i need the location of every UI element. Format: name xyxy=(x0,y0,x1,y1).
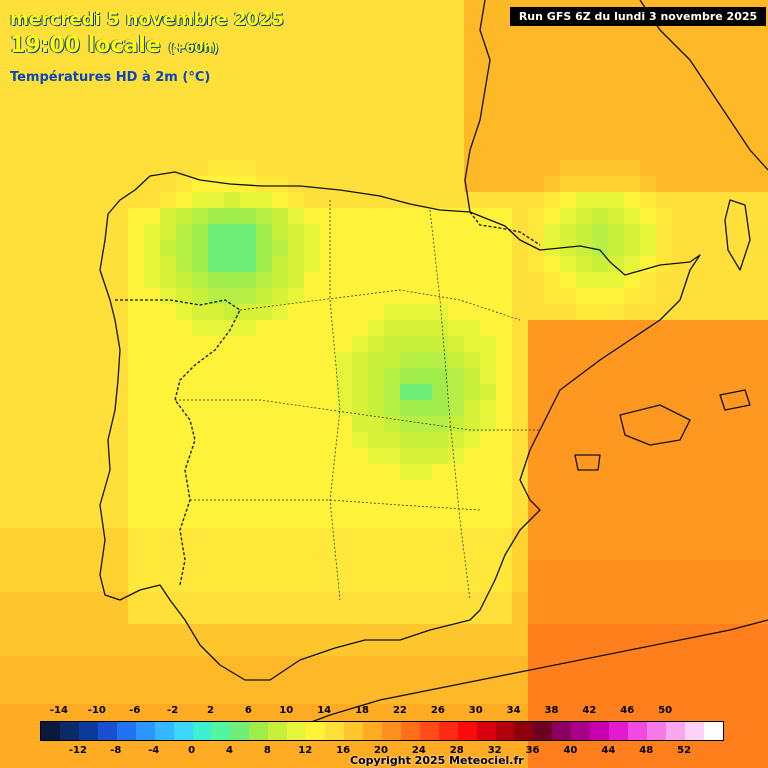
balearic-ibiza xyxy=(574,454,601,471)
legend-label-bottom: 28 xyxy=(449,745,464,756)
legend-label-top: 26 xyxy=(430,705,445,716)
legend-swatch xyxy=(438,722,458,740)
legend-swatch xyxy=(173,722,193,740)
legend-swatch xyxy=(457,722,477,740)
legend-swatch xyxy=(135,722,155,740)
legend-label-top: -6 xyxy=(129,705,141,716)
legend-label-top: -2 xyxy=(167,705,179,716)
legend-swatch xyxy=(381,722,401,740)
legend-label-top: 18 xyxy=(355,705,370,716)
legend-label-top: -10 xyxy=(87,705,106,716)
legend-label-bottom: 12 xyxy=(298,745,313,756)
legend-label-top: 14 xyxy=(317,705,332,716)
legend-swatch xyxy=(41,722,60,740)
legend-swatch xyxy=(325,722,344,740)
balearic-menorca xyxy=(719,389,751,411)
legend-swatch xyxy=(344,722,363,740)
legend-swatch xyxy=(287,722,307,740)
legend-swatch xyxy=(647,722,666,740)
legend-swatch xyxy=(230,722,250,740)
north-africa-coast xyxy=(289,619,768,731)
italy-coast xyxy=(639,0,768,171)
legend-swatch xyxy=(514,722,534,740)
legend-label-top: 2 xyxy=(207,705,214,716)
balearic-mallorca xyxy=(619,404,691,446)
legend-swatch xyxy=(192,722,212,740)
legend-label-bottom: 4 xyxy=(225,745,233,756)
legend-swatch xyxy=(495,722,515,740)
legend-swatch xyxy=(665,722,685,740)
legend-label-top: -14 xyxy=(49,705,68,716)
legend-swatch xyxy=(684,722,704,740)
regional-borders xyxy=(175,200,540,601)
legend-label-top: 46 xyxy=(620,705,635,716)
legend-label-top: 22 xyxy=(392,705,407,716)
run-info: Run GFS 6Z du lundi 3 novembre 2025 xyxy=(510,7,766,26)
legend-swatch xyxy=(362,722,382,740)
forecast-offset: (+60h) xyxy=(168,41,219,56)
legend-label-bottom: 24 xyxy=(411,745,426,756)
legend-label-top: 42 xyxy=(582,705,597,716)
legend-swatch xyxy=(703,722,723,740)
corsica xyxy=(724,199,751,271)
legend-swatch xyxy=(306,722,326,740)
legend-label-bottom: -8 xyxy=(110,745,122,756)
legend-swatch xyxy=(249,722,269,740)
legend-label-bottom: -12 xyxy=(68,745,87,756)
variable-label: Températures HD à 2m (°C) xyxy=(10,70,211,85)
iberian-coastline xyxy=(99,171,701,681)
legend-swatch xyxy=(97,722,117,740)
legend-label-top: 6 xyxy=(244,705,252,716)
france-coast xyxy=(464,0,491,213)
legend-swatch xyxy=(590,722,610,740)
legend-swatch xyxy=(552,722,572,740)
legend-label-top: 34 xyxy=(506,705,521,716)
legend-swatch xyxy=(476,722,496,740)
forecast-time-label: 19:00 locale xyxy=(10,33,161,58)
copyright: Copyright 2025 Meteociel.fr xyxy=(350,754,524,767)
legend-label-bottom: 32 xyxy=(487,745,502,756)
legend-label-bottom: 0 xyxy=(188,745,196,756)
legend-label-top: 50 xyxy=(658,705,673,716)
legend-label-top: 30 xyxy=(468,705,483,716)
legend-swatch xyxy=(154,722,174,740)
legend-swatch xyxy=(419,722,439,740)
legend-label-top: 38 xyxy=(544,705,559,716)
legend-swatch xyxy=(211,722,231,740)
legend-label-bottom: 40 xyxy=(563,745,578,756)
color-scale-legend xyxy=(40,721,724,741)
portugal-border xyxy=(115,299,241,586)
legend-swatch xyxy=(400,722,420,740)
legend-swatch xyxy=(609,722,629,740)
legend-label-bottom: 16 xyxy=(336,745,351,756)
legend-swatch xyxy=(78,722,98,740)
legend-label-bottom: 36 xyxy=(525,745,540,756)
legend-swatch xyxy=(116,722,136,740)
legend-swatch xyxy=(628,722,647,740)
legend-label-bottom: -4 xyxy=(148,745,160,756)
legend-label-bottom: 52 xyxy=(677,745,692,756)
legend-label-bottom: 48 xyxy=(639,745,654,756)
legend-swatch xyxy=(571,722,591,740)
france-border xyxy=(469,211,541,246)
legend-label-top: 10 xyxy=(279,705,294,716)
legend-label-bottom: 44 xyxy=(601,745,616,756)
legend-label-bottom: 8 xyxy=(263,745,271,756)
forecast-date: mercredi 5 novembre 2025 xyxy=(10,9,284,30)
legend-swatch xyxy=(59,722,79,740)
legend-swatch xyxy=(268,722,288,740)
legend-label-bottom: 20 xyxy=(374,745,388,756)
legend-swatch xyxy=(533,722,553,740)
coastlines xyxy=(99,0,768,731)
forecast-time: 19:00 locale (+60h) xyxy=(10,33,219,58)
